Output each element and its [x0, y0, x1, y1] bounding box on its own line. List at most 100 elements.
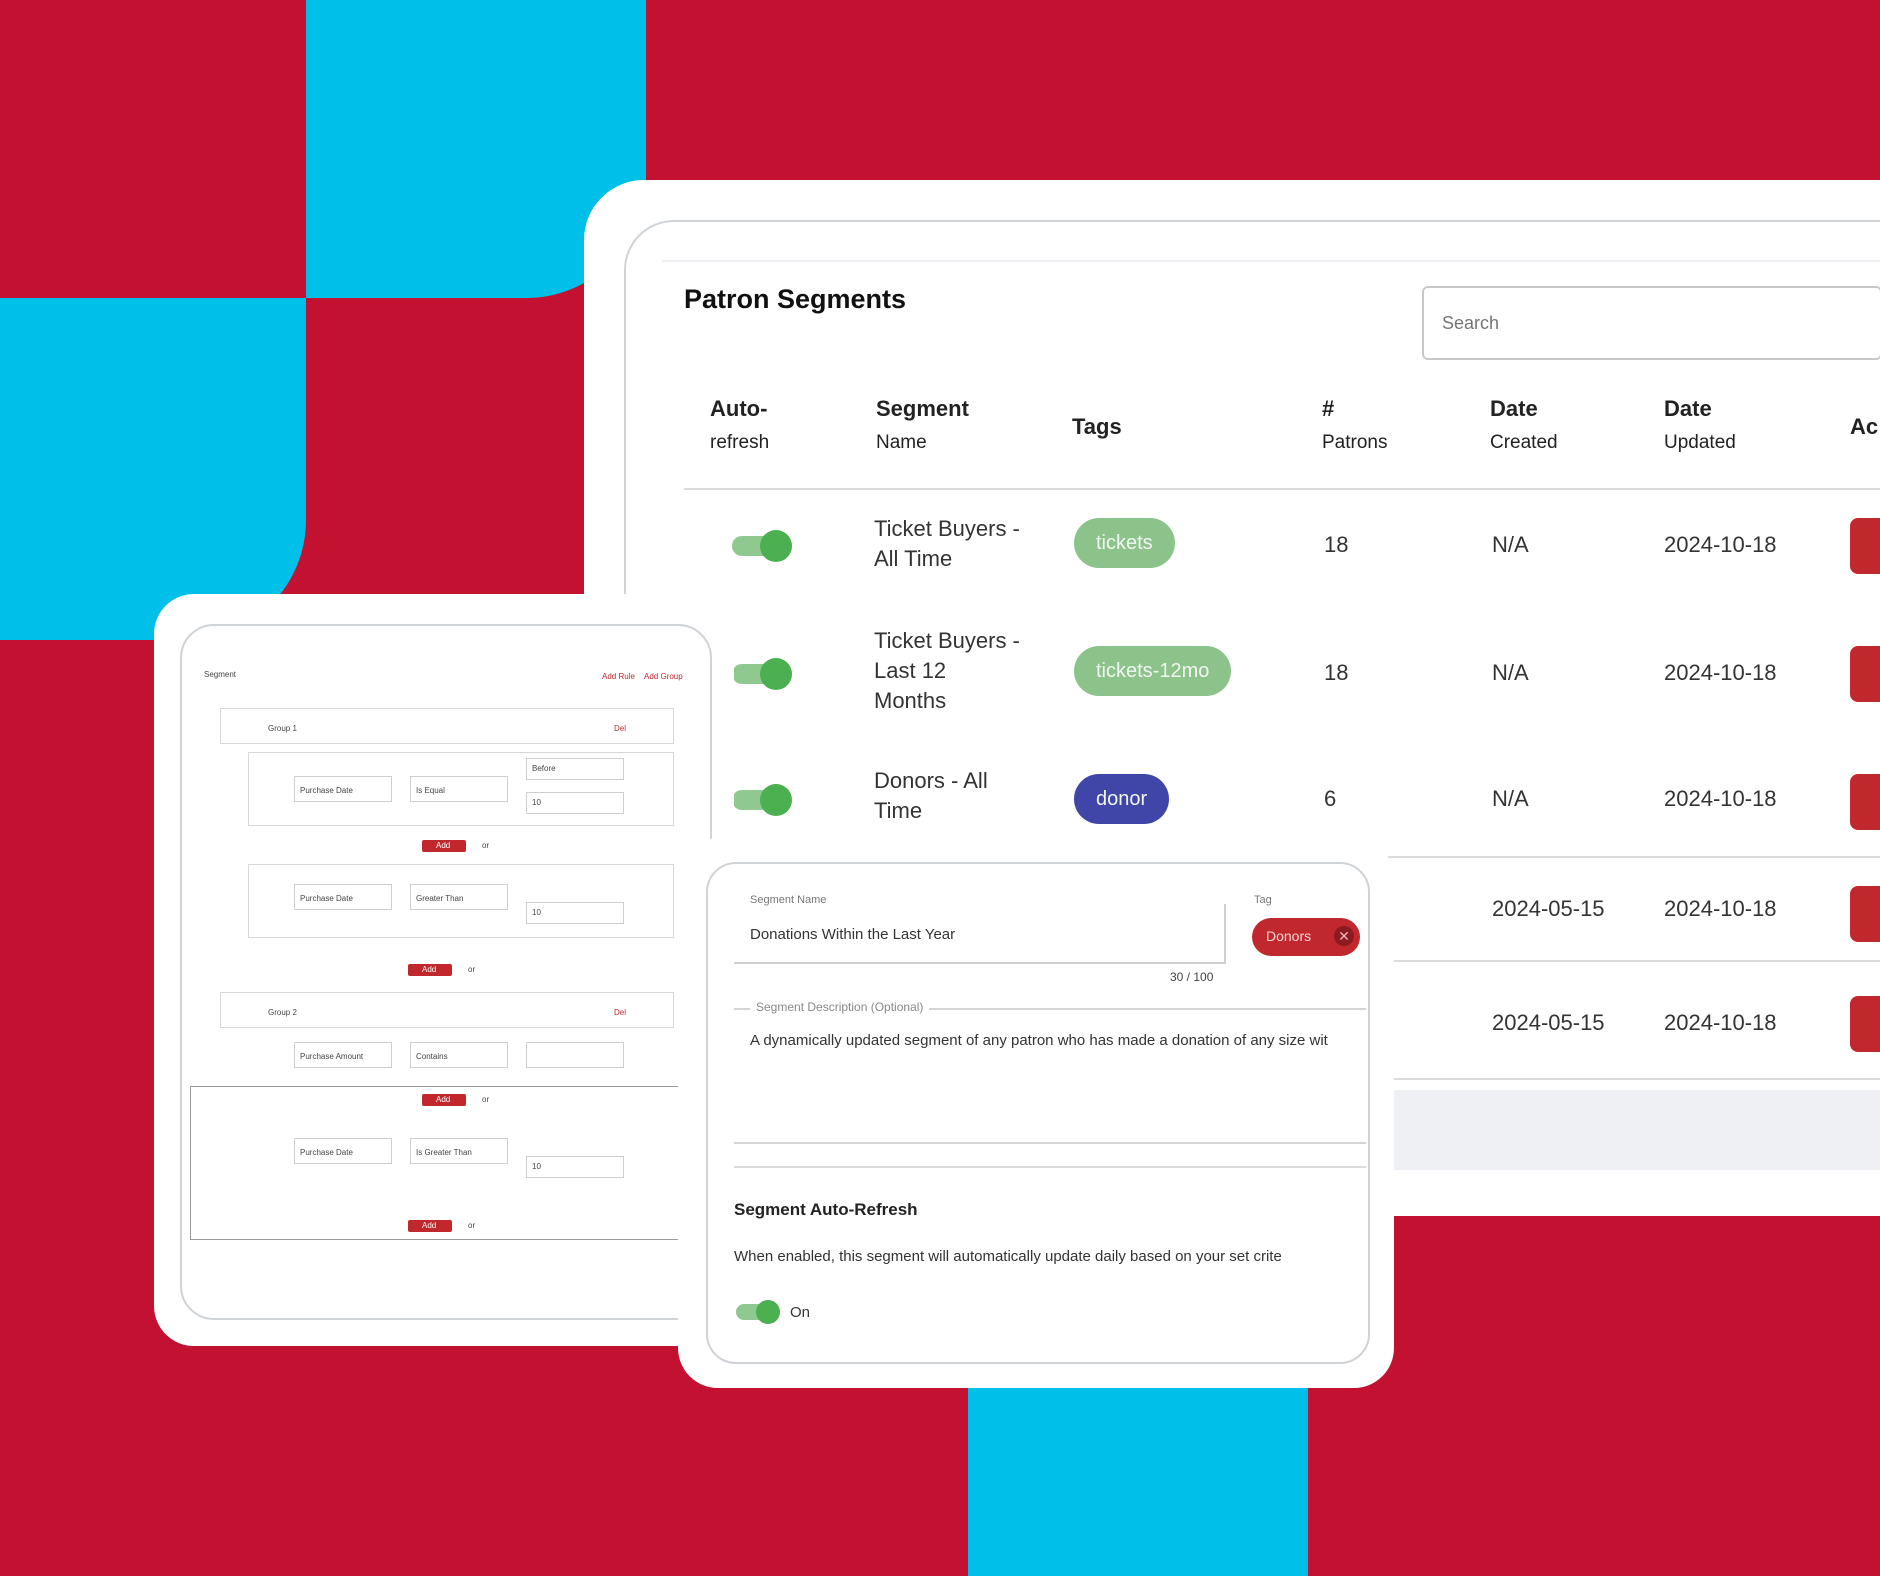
rule-value-text: 10 — [532, 1162, 541, 1171]
edit-panel-bezel — [706, 862, 1370, 1364]
add-rule-button-label: Add — [436, 1095, 451, 1104]
column-header-date-updated[interactable]: Date Updated — [1664, 396, 1736, 453]
row-action-button[interactable] — [1850, 774, 1880, 830]
auto-refresh-description: When enabled, this segment will automati… — [734, 1248, 1282, 1265]
rule-condition-select[interactable] — [526, 758, 624, 780]
rule-value-input[interactable] — [526, 1156, 624, 1178]
toggle-state-label: On — [790, 1304, 811, 1321]
rule-operator-select[interactable] — [410, 776, 508, 802]
date-created: N/A — [1492, 532, 1529, 557]
builder-title: Segment — [204, 670, 237, 679]
rule-operator-value: Is Greater Than — [416, 1148, 472, 1157]
segment-name-value: Donations Within the Last Year — [750, 926, 956, 943]
add-rule-button-label: Add — [436, 841, 451, 850]
toggle-knob — [760, 784, 792, 816]
rule-operator-select[interactable] — [410, 1138, 508, 1164]
row-action-button[interactable] — [1850, 886, 1880, 942]
row-action-button[interactable] — [1850, 996, 1880, 1052]
date-updated: 2024-10-18 — [1664, 532, 1777, 557]
add-rule-button[interactable] — [422, 840, 466, 852]
add-rule-button-label: Add — [422, 965, 437, 974]
rule-condition-value: Before — [532, 764, 556, 773]
date-created: N/A — [1492, 660, 1529, 685]
rule-value-input[interactable] — [526, 792, 624, 814]
group-1-box — [220, 708, 674, 744]
segment-name[interactable]: Ticket Buyers - All Time — [874, 516, 1020, 571]
rule-operator-value: Contains — [416, 1052, 448, 1061]
rule-field-select[interactable] — [294, 884, 392, 910]
date-created: 2024-05-15 — [1492, 1010, 1605, 1035]
group-2-label: Group 2 — [268, 1008, 297, 1017]
rule-field-value: Purchase Amount — [300, 1052, 364, 1061]
add-rule-button[interactable] — [408, 1220, 452, 1232]
date-created: 2024-05-15 — [1492, 896, 1605, 921]
description-label: Segment Description (Optional) — [750, 1000, 930, 1014]
or-label[interactable]: or — [468, 965, 476, 974]
column-header-actions[interactable]: Ac — [1850, 414, 1879, 439]
column-header-date-created[interactable]: Date Created — [1490, 396, 1558, 453]
or-label[interactable]: or — [482, 841, 490, 850]
rule-value-input[interactable] — [526, 902, 624, 924]
section-divider — [734, 1166, 1366, 1168]
builder-content: Segment Add Rule Add Group Group 1 Del P… — [190, 644, 692, 1294]
tag-chip-label: Donors — [1266, 928, 1312, 944]
rule-operator-select[interactable] — [410, 1042, 508, 1068]
remove-group-link[interactable]: Del — [614, 1008, 627, 1017]
auto-refresh-title: Segment Auto-Refresh — [734, 1200, 918, 1219]
add-group-link[interactable]: Add Group — [644, 672, 683, 681]
column-header-patrons[interactable]: # Patrons — [1322, 396, 1388, 453]
row-action-button[interactable] — [1850, 646, 1880, 702]
rule-field-select[interactable] — [294, 776, 392, 802]
group-1-label: Group 1 — [268, 724, 297, 733]
add-rule-button-label: Add — [422, 1221, 437, 1230]
date-updated: 2024-10-18 — [1664, 660, 1777, 685]
column-header-segment-name[interactable]: Segment Name — [876, 396, 969, 453]
tag-pill[interactable]: donor — [1074, 774, 1170, 824]
rule-field-select[interactable] — [294, 1042, 392, 1068]
add-rule-link[interactable]: Add Rule — [602, 672, 635, 681]
rule-value-text: 10 — [532, 908, 541, 917]
auto-refresh-toggle[interactable] — [732, 658, 792, 690]
tag-pill[interactable]: tickets — [1074, 518, 1175, 568]
tag-chip-donors[interactable]: Donors ✕ — [1252, 918, 1360, 956]
rule-field-value: Purchase Date — [300, 786, 353, 795]
segment-name-label: Segment Name — [750, 894, 827, 906]
auto-refresh-toggle[interactable] — [736, 1300, 780, 1324]
column-header-auto-refresh[interactable]: Auto-refresh — [710, 396, 770, 453]
toggle-knob — [760, 658, 792, 690]
rule-field-value: Purchase Date — [300, 894, 353, 903]
decor-blue-block-bottom — [968, 1360, 1308, 1576]
rule-field-value: Purchase Date — [300, 1148, 353, 1157]
segment-name-field[interactable] — [734, 904, 1226, 964]
auto-refresh-toggle[interactable] — [732, 530, 792, 562]
patron-count: 18 — [1324, 660, 1349, 685]
or-label[interactable]: or — [482, 1095, 490, 1104]
page-title: Patron Segments — [684, 284, 907, 314]
rule-operator-select[interactable] — [410, 884, 508, 910]
tag-label: Tag — [1254, 894, 1272, 906]
rule-value-input[interactable] — [526, 1042, 624, 1068]
rule-field-select[interactable] — [294, 1138, 392, 1164]
segment-name[interactable]: Donors - All Time — [874, 768, 988, 823]
auto-refresh-toggle[interactable] — [732, 784, 792, 816]
date-updated: 2024-10-18 — [1664, 786, 1777, 811]
edit-content: Segment Name Donations Within the Last Y… — [722, 884, 1366, 1344]
rule-value-text: 10 — [532, 798, 541, 807]
or-label[interactable]: or — [468, 1221, 476, 1230]
add-rule-button[interactable] — [408, 964, 452, 976]
close-icon[interactable]: ✕ — [1334, 926, 1354, 946]
remove-group-link[interactable]: Del — [614, 724, 627, 733]
search-input[interactable] — [1422, 286, 1880, 360]
description-value: A dynamically updated segment of any pat… — [750, 1032, 1328, 1049]
tag-pill[interactable]: tickets-12mo — [1074, 646, 1232, 696]
column-header-tags[interactable]: Tags — [1072, 414, 1122, 439]
date-updated: 2024-10-18 — [1664, 1010, 1777, 1035]
segment-name[interactable]: Ticket Buyers - Last 12 Months — [874, 628, 1020, 713]
rule-operator-value: Is Equal — [416, 786, 445, 795]
add-rule-button[interactable] — [422, 1094, 466, 1106]
row-action-button[interactable] — [1850, 518, 1880, 574]
description-field[interactable] — [734, 1008, 1366, 1144]
header-divider — [684, 488, 1880, 490]
patron-count: 6 — [1324, 786, 1337, 811]
char-counter: 30 / 100 — [1170, 970, 1214, 984]
